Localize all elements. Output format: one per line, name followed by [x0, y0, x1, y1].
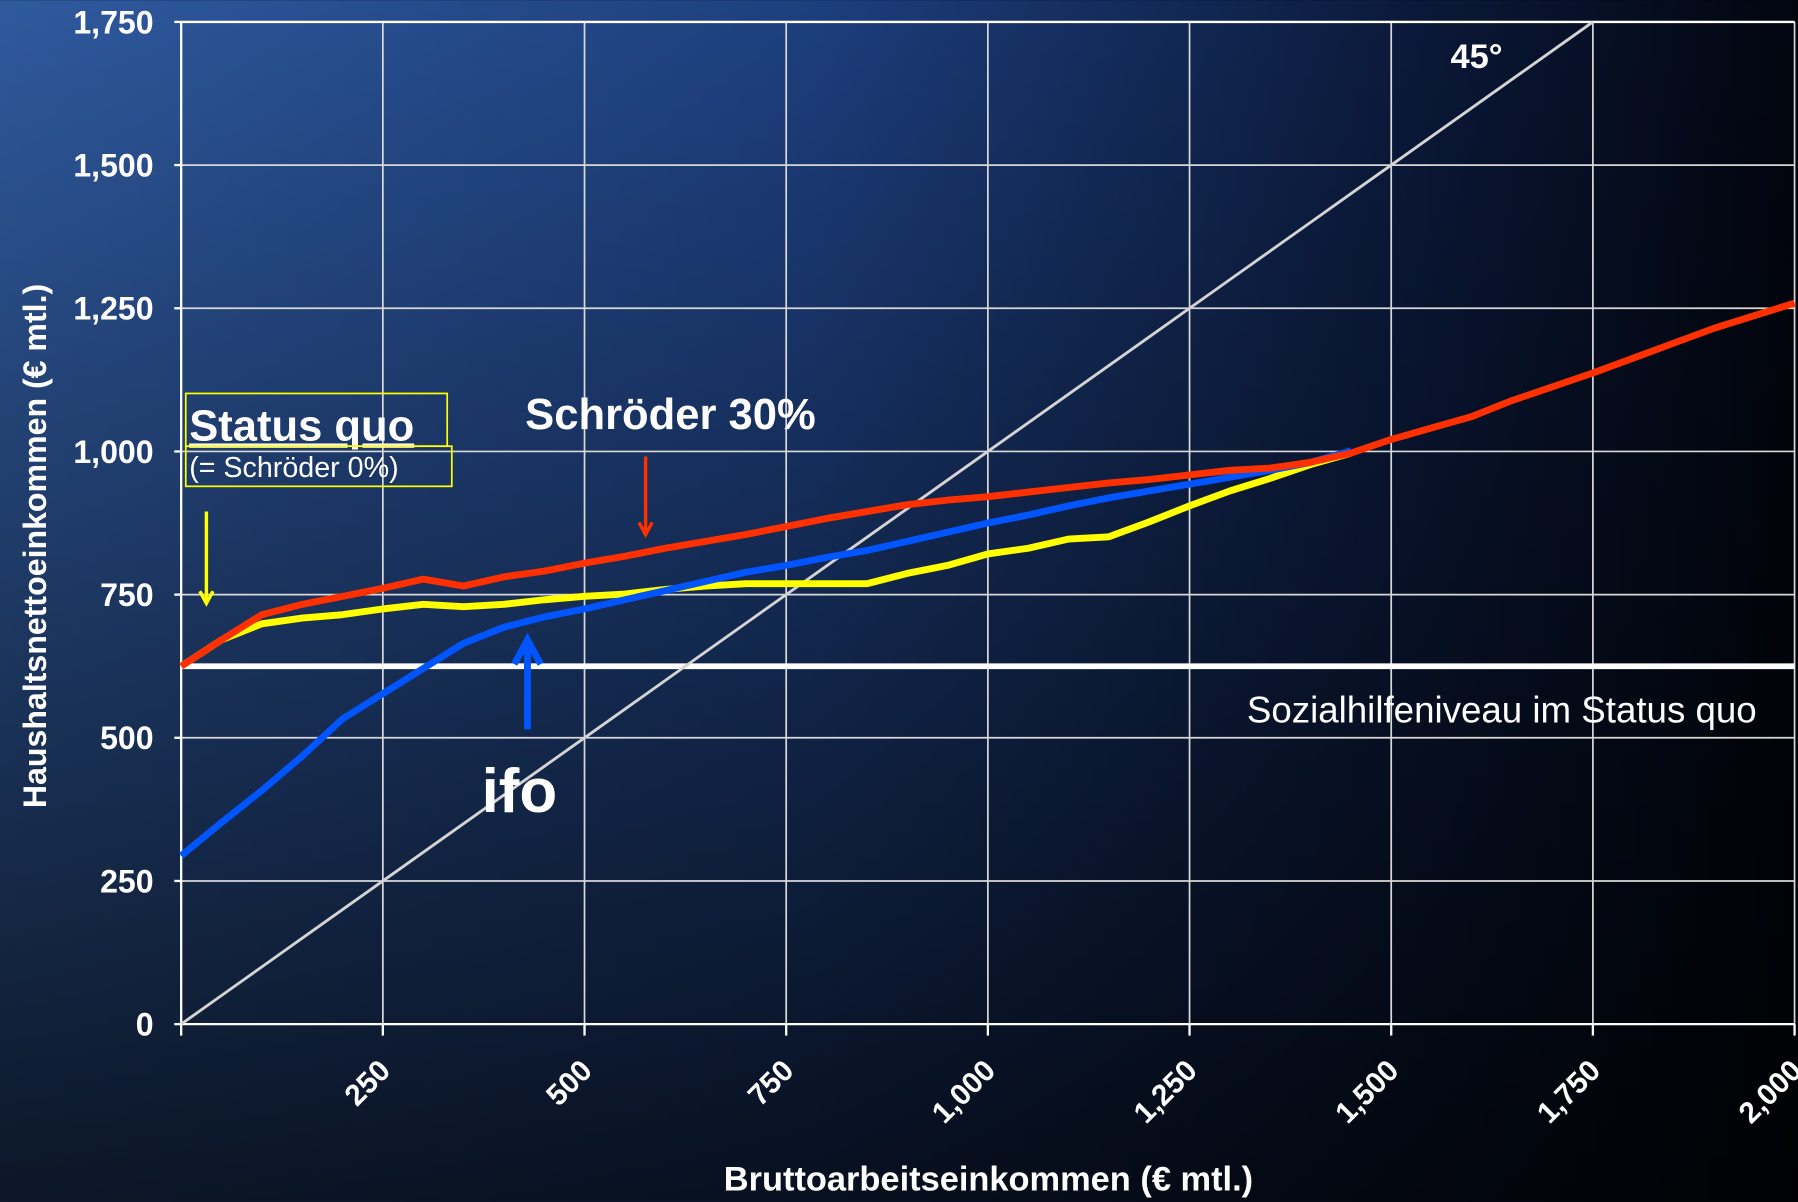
line [178, 447, 1352, 859]
y-tick-label: 0 [136, 1007, 154, 1043]
annotation: (= Schröder 0%) [189, 452, 398, 484]
arrow-head [198, 590, 215, 607]
series-label: ifo [482, 757, 558, 826]
y-tick-label: 750 [100, 577, 154, 613]
series-label: 45° [1451, 38, 1503, 76]
annotation-box [184, 445, 453, 488]
arrow-head [511, 632, 544, 666]
y-tick-label: 1,500 [73, 148, 153, 184]
y-tick-label: 1,000 [73, 434, 153, 470]
y-tick-label: 500 [100, 720, 154, 756]
series-label: Status quo [189, 402, 414, 450]
line [179, 299, 1796, 670]
reference-label: Sozialhilfeniveau im Status quo [1247, 689, 1757, 730]
y-axis-title: Haushaltsnettoeinkommen (€ mtl.) [17, 284, 53, 808]
line [180, 20, 1594, 1026]
line [179, 449, 1352, 670]
arrow-head [637, 521, 654, 539]
y-tick-label: 250 [100, 863, 154, 899]
y-tick-label: 1,750 [73, 4, 153, 40]
x-axis-title: Bruttoarbeitseinkommen (€ mtl.) [724, 1160, 1253, 1198]
y-tick-label: 1,250 [73, 291, 153, 327]
series-label: Schröder 30% [525, 391, 816, 439]
